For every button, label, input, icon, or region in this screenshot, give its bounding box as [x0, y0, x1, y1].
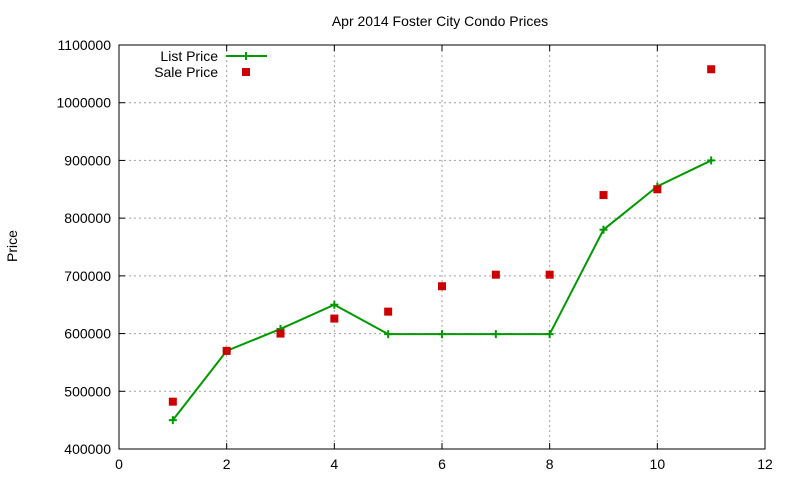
grid-lines	[119, 45, 765, 449]
x-tick-label: 0	[115, 456, 123, 472]
x-tick-label: 8	[546, 456, 554, 472]
x-tick-label: 12	[757, 456, 773, 472]
x-tick-label: 4	[330, 456, 338, 472]
series-layer	[168, 65, 716, 425]
sale-price-point	[545, 270, 554, 279]
legend-label: Sale Price	[154, 64, 218, 80]
list-price-point	[330, 300, 339, 309]
sale-price-point	[222, 346, 231, 355]
sale-price-point	[438, 282, 446, 291]
list-price-point	[384, 330, 393, 339]
sale-price-point	[707, 65, 716, 74]
sale-price-point	[599, 191, 608, 200]
sale-price-point	[168, 397, 177, 406]
axis-ticks: 0 2 4 6 8 10 12 400000 500000 600000 700000 800000 9…	[56, 37, 773, 472]
sale-price-point	[384, 307, 393, 316]
legend-plus-marker	[242, 52, 250, 60]
y-tick-label: 600000	[64, 326, 111, 342]
series-sale-price	[168, 65, 716, 406]
x-tick-label: 2	[223, 456, 231, 472]
y-tick-label: 800000	[64, 210, 111, 226]
y-tick-label: 1000000	[56, 95, 111, 111]
sale-price-point	[653, 185, 662, 194]
list-price-point	[545, 330, 554, 339]
sale-price-point	[276, 329, 285, 338]
sale-price-point	[491, 270, 500, 279]
y-tick-label: 500000	[64, 383, 111, 399]
x-tick-label: 10	[650, 456, 666, 472]
sale-price-point	[330, 314, 339, 323]
legend-label: List Price	[160, 48, 218, 64]
legend-square-marker	[242, 68, 250, 76]
list-price-point	[599, 225, 608, 234]
list-price-point	[438, 330, 446, 339]
y-tick-label: 400000	[64, 441, 111, 457]
list-price-point	[168, 416, 177, 425]
chart-title: Apr 2014 Foster City Condo Prices	[332, 13, 548, 29]
y-tick-label: 1100000	[58, 37, 112, 53]
list-price-point	[707, 156, 716, 165]
y-axis-label: Price	[4, 230, 20, 262]
list-price-point	[491, 330, 500, 339]
y-tick-label: 700000	[64, 268, 111, 284]
x-tick-label: 6	[438, 456, 446, 472]
y-tick-label: 900000	[64, 152, 111, 168]
